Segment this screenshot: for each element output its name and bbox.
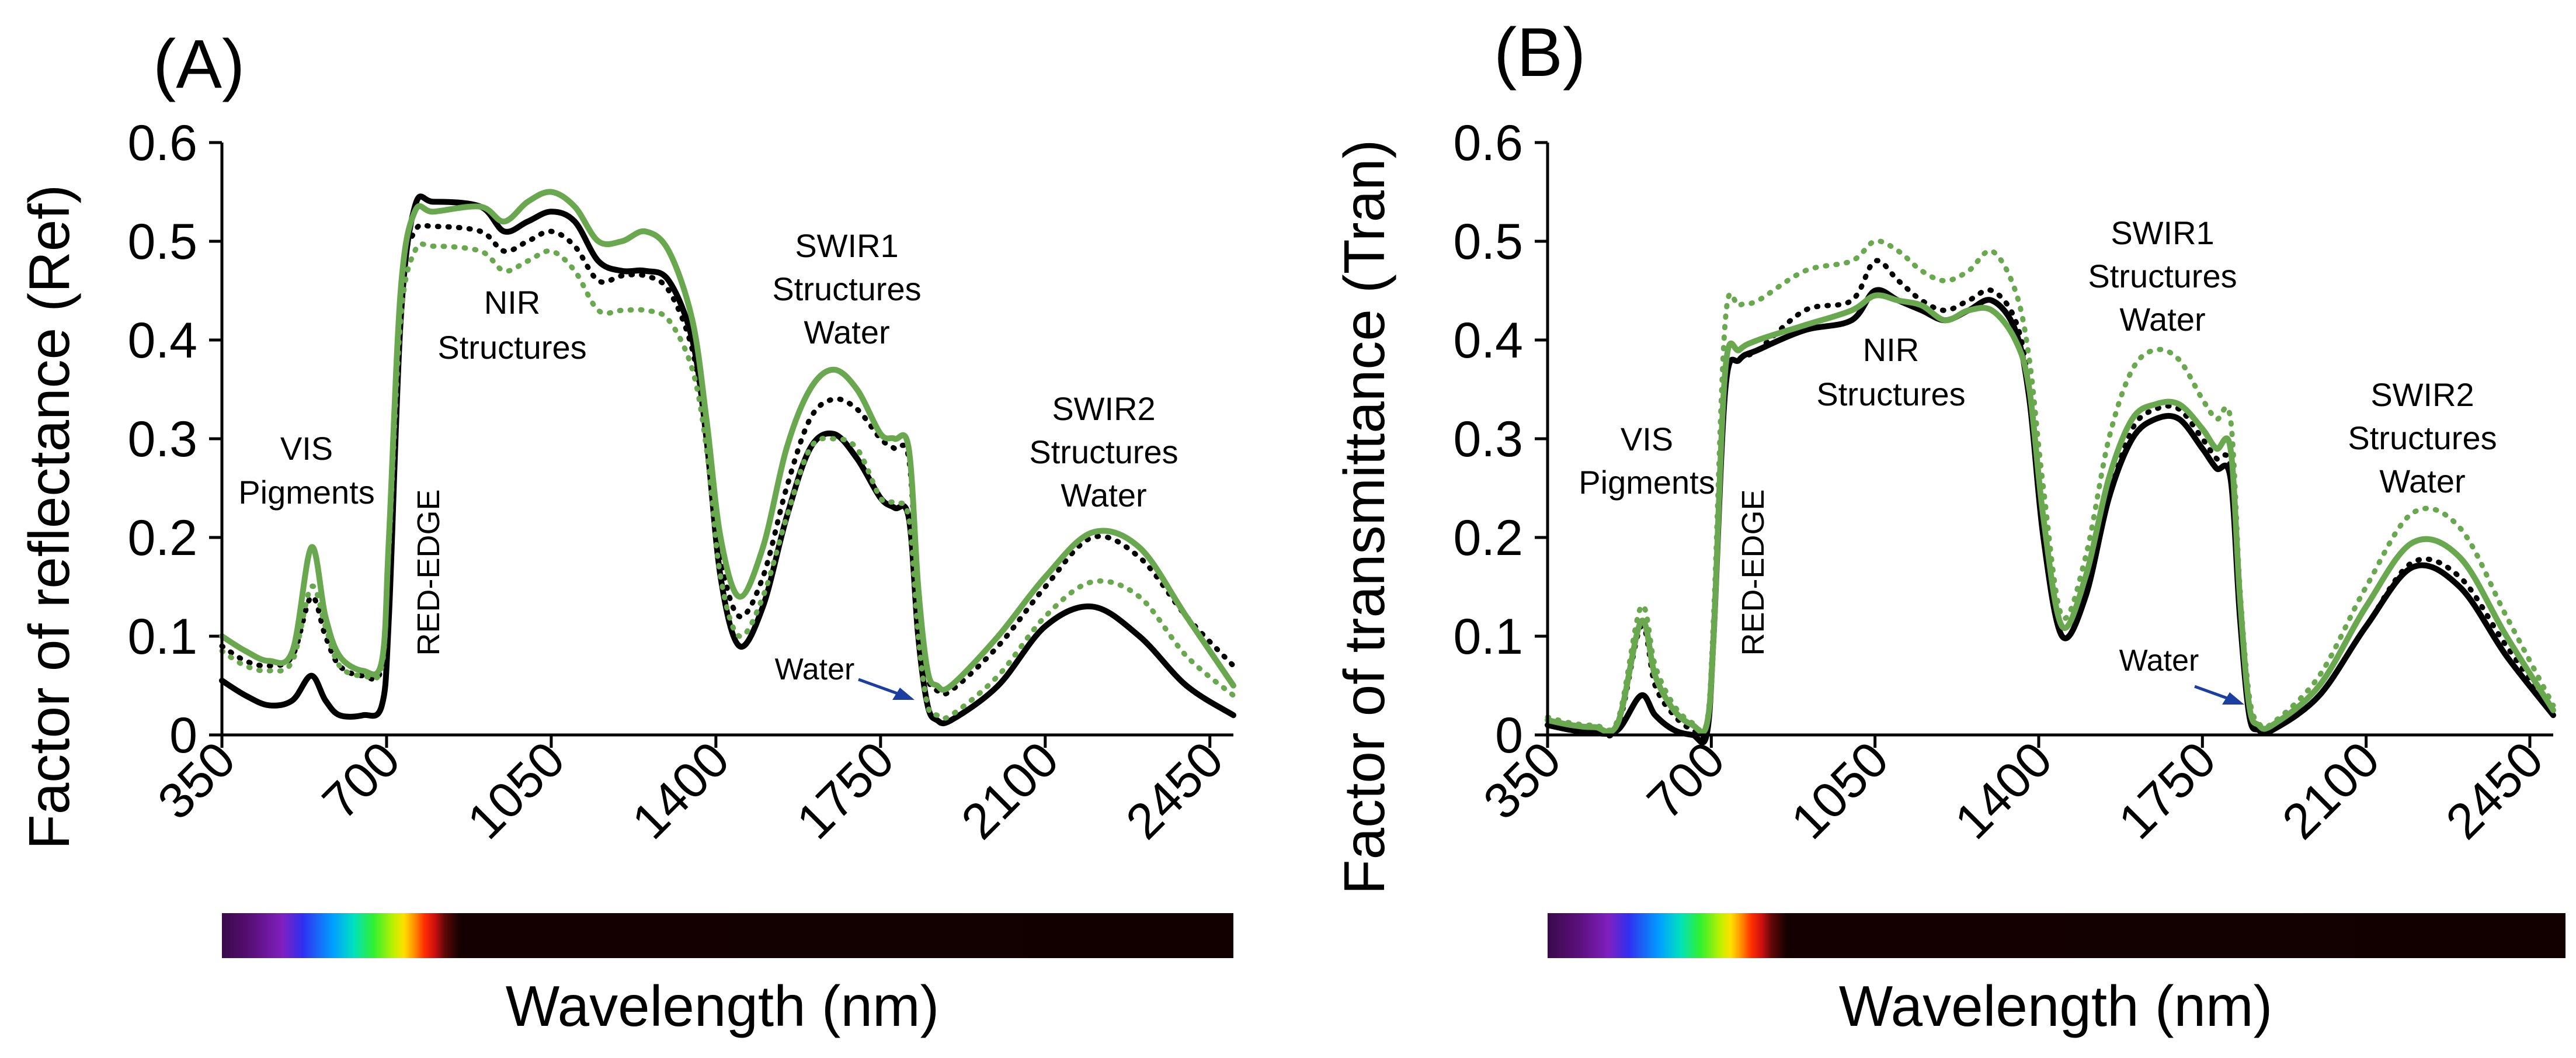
b-annot-swir2-3: Water	[2379, 463, 2465, 499]
y-tick-label: 0.5	[1453, 214, 1523, 270]
y-tick-label: 0.6	[127, 115, 197, 171]
y-tick-label: 0.5	[127, 214, 197, 270]
b-annot-swir2-2: Structures	[2348, 419, 2497, 456]
b-annot-swir1-2: Structures	[2088, 258, 2237, 294]
panel-a-label: (A)	[153, 26, 245, 103]
x-tick-label: 700	[1636, 731, 1735, 830]
b-annot-rededge: RED-EDGE	[1736, 489, 1771, 655]
panel-b-xlabel: Wavelength (nm)	[1839, 974, 2273, 1038]
x-tick-label: 2450	[2435, 731, 2554, 850]
a-annot-vis-1: VIS	[280, 430, 333, 467]
panel-a-spectrum-bar	[222, 913, 1233, 958]
panel-b-spectrum-bar	[1548, 913, 2565, 958]
a-annot-nir-2: Structures	[437, 329, 586, 366]
x-tick-label: 2100	[2272, 731, 2390, 850]
a-annot-swir1-1: SWIR1	[795, 227, 898, 264]
a-annot-swir2-1: SWIR2	[1052, 390, 1155, 427]
a-annot-nir-1: NIR	[484, 284, 540, 321]
panel-b: (B) Factor of transmittance (Tran) 00.10…	[1332, 14, 2565, 1038]
series-line-green-dotted	[1545, 238, 2556, 734]
b-annot-swir1-3: Water	[2119, 301, 2205, 338]
b-annot-water: Water	[2119, 644, 2199, 678]
y-tick-label: 0.4	[127, 313, 197, 369]
x-tick-label: 1750	[2108, 731, 2227, 850]
x-tick-label: 1050	[1781, 731, 1899, 850]
x-tick-label: 2450	[1115, 731, 1234, 850]
panel-a: (A) Factor of reflectance (Ref) 00.10.20…	[17, 26, 1236, 1038]
y-tick-label: 0.6	[1453, 115, 1523, 171]
y-tick-label: 0.4	[1453, 313, 1523, 369]
b-annot-nir-2: Structures	[1816, 376, 1965, 412]
series-line-green-solid	[219, 189, 1236, 693]
b-annot-vis-1: VIS	[1621, 421, 1673, 457]
b-water-arrow	[2194, 685, 2244, 705]
series-line-green-solid	[1545, 292, 2556, 736]
b-annot-swir2-1: SWIR2	[2370, 376, 2474, 413]
b-annot-nir-1: NIR	[1863, 331, 1919, 368]
x-tick-label: 1400	[621, 731, 740, 850]
panel-a-xlabel: Wavelength (nm)	[506, 974, 940, 1038]
a-water-arrow	[858, 678, 915, 700]
y-tick-label: 0.2	[127, 510, 197, 566]
series-line-black-solid	[1545, 287, 2556, 745]
panel-b-label: (B)	[1494, 14, 1586, 91]
x-tick-label: 1750	[786, 731, 905, 850]
y-tick-label: 0.3	[127, 411, 197, 467]
x-tick-label: 700	[312, 731, 411, 830]
series-line-green-dotted	[219, 241, 1236, 721]
y-tick-label: 0.1	[127, 609, 197, 665]
x-tick-label: 2100	[951, 731, 1069, 850]
a-annot-swir2-3: Water	[1061, 477, 1146, 514]
a-annot-swir2-2: Structures	[1029, 433, 1178, 470]
a-annot-rededge: RED-EDGE	[411, 489, 446, 655]
panel-b-y-ticks: 0 0.1 0.2 0.3 0.4 0.5 0.6	[1453, 115, 1548, 764]
y-tick-label: 0.2	[1453, 510, 1523, 566]
panel-b-x-ticks: 350 700 1050 1400 1750 2100 2450	[1473, 731, 2554, 850]
panel-a-x-ticks: 350 700 1050 1400 1750 2100 2450	[147, 731, 1234, 850]
x-tick-label: 350	[147, 731, 246, 830]
panel-b-ylabel: Factor of transmittance (Tran)	[1332, 140, 1396, 895]
b-annot-vis-2: Pigments	[1579, 464, 1715, 501]
y-tick-label: 0	[1495, 707, 1523, 764]
y-tick-label: 0.1	[1453, 609, 1523, 665]
panel-a-y-ticks: 0 0.1 0.2 0.3 0.4 0.5 0.6	[127, 115, 222, 764]
panel-a-ylabel: Factor of reflectance (Ref)	[17, 185, 81, 849]
x-tick-label: 1050	[457, 731, 575, 850]
x-tick-label: 350	[1473, 731, 1572, 830]
y-tick-label: 0	[169, 707, 197, 764]
y-tick-label: 0.3	[1453, 411, 1523, 467]
panel-a-series	[219, 189, 1236, 727]
a-annot-swir1-2: Structures	[772, 270, 921, 307]
a-annot-vis-2: Pigments	[238, 474, 374, 511]
a-annot-swir1-3: Water	[804, 314, 889, 351]
b-annot-swir1-1: SWIR1	[2111, 214, 2214, 251]
x-tick-label: 1400	[1944, 731, 2063, 850]
a-annot-water: Water	[775, 653, 855, 686]
